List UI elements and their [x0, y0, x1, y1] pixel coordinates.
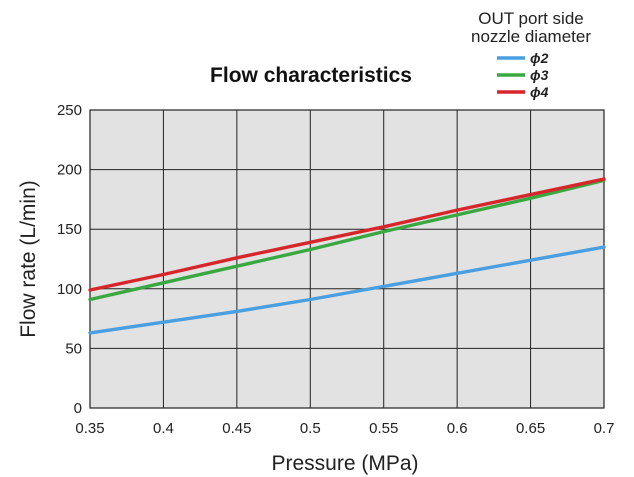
x-tick-label: 0.6 [447, 420, 468, 437]
series-lines [88, 177, 606, 335]
series-line-1 [88, 245, 606, 335]
y-axis-title: Flow rate (L/min) [17, 180, 40, 338]
x-tick-label: 0.45 [222, 420, 251, 437]
x-axis-title: Pressure (MPa) [271, 452, 418, 475]
chart-title: Flow characteristics [210, 64, 412, 87]
x-tick-label: 0.4 [153, 420, 174, 437]
plot-background [90, 110, 604, 408]
series-line-3 [88, 177, 606, 292]
grid [89, 109, 605, 409]
y-tick-label: 50 [65, 340, 82, 357]
x-tick-label: 0.35 [75, 420, 104, 437]
legend-label-2: ϕ3 [530, 67, 549, 83]
legend-title-line2: nozzle diameter [471, 27, 591, 46]
y-tick-label: 200 [57, 162, 82, 179]
x-tick-label: 0.7 [594, 420, 615, 437]
y-tick-label: 150 [57, 221, 82, 238]
x-tick-label: 0.5 [300, 420, 321, 437]
legend-label-3: ϕ4 [530, 84, 549, 100]
plot-frame [89, 109, 605, 409]
legend-label-1: ϕ2 [530, 50, 549, 66]
series-line-2 [88, 178, 606, 302]
y-tick-label: 0 [74, 400, 82, 417]
x-tick-label: 0.55 [369, 420, 398, 437]
y-axis-ticks: 0 50 100 150 200 250 [57, 102, 82, 417]
y-tick-label: 100 [57, 281, 82, 298]
legend-title-line1: OUT port side [478, 9, 584, 28]
y-tick-label: 250 [57, 102, 82, 119]
x-axis-ticks: 0.35 0.4 0.45 0.5 0.55 0.6 0.65 0.7 [75, 420, 614, 437]
x-tick-label: 0.65 [516, 420, 545, 437]
